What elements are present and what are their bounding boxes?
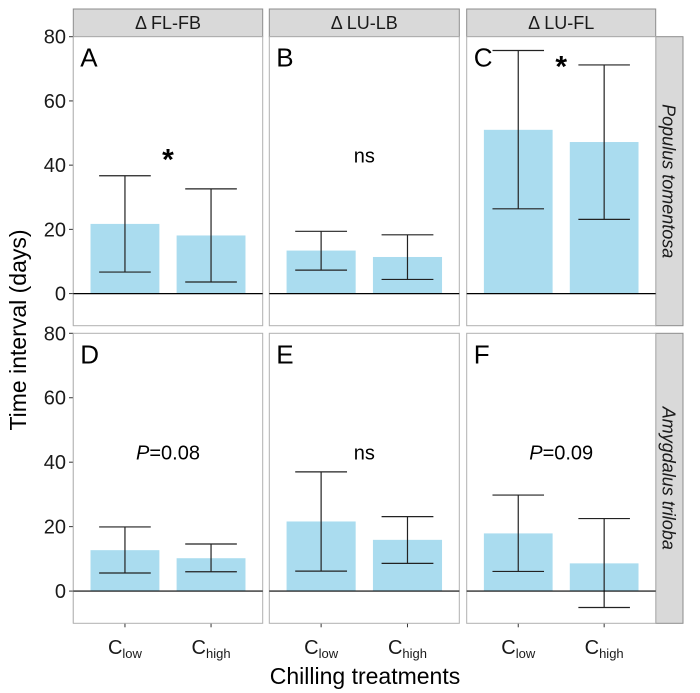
y-tick-label: 40 <box>44 155 66 177</box>
x-tick-label-base: C <box>501 637 515 659</box>
x-tick-label: Clow <box>108 637 143 661</box>
x-tick-label: Chigh <box>192 637 231 661</box>
significance-annotation: * <box>555 50 567 83</box>
x-axis-title: Chilling treatments <box>270 663 460 689</box>
x-tick-label-base: C <box>388 637 402 659</box>
x-tick-label-base: C <box>108 637 122 659</box>
annotation-text: =0.09 <box>543 443 594 465</box>
significance-annotation: * <box>162 144 174 177</box>
column-strip <box>268 8 460 38</box>
column-strip-label: Δ LU-LB <box>331 13 398 33</box>
panel-e: Ens <box>268 332 460 624</box>
x-tick-label-subscript: high <box>599 646 624 661</box>
x-tick-label: Chigh <box>388 637 427 661</box>
x-tick-label-base: C <box>304 637 318 659</box>
row-strip <box>655 332 684 624</box>
column-strip-label: Δ LU-FL <box>528 13 594 33</box>
annotation-text: * <box>555 50 567 83</box>
column-strip <box>72 8 264 38</box>
y-tick-label: 60 <box>44 91 66 113</box>
x-tick-label-base: C <box>192 637 206 659</box>
x-tick-label-subscript: low <box>319 646 339 661</box>
significance-annotation: P=0.08 <box>136 443 200 465</box>
annotation-text: ns <box>354 146 375 168</box>
x-tick-label: Chigh <box>585 637 624 661</box>
y-axis-title: Time interval (days) <box>5 229 31 430</box>
row-strip-label: Populus tomentosa <box>659 104 679 258</box>
column-strip <box>466 8 657 38</box>
annotation-text: =0.08 <box>149 443 200 465</box>
x-tick-label-subscript: high <box>402 646 427 661</box>
y-tick-label: 80 <box>44 323 66 345</box>
y-tick-label: 20 <box>44 517 66 539</box>
panel-letter: F <box>474 339 490 369</box>
annotation-italic: P <box>529 443 543 465</box>
y-tick-label: 20 <box>44 219 66 241</box>
annotation-italic: P <box>136 443 150 465</box>
panel-a: A* <box>72 36 264 327</box>
panel-letter: E <box>276 339 293 369</box>
panel-letter: B <box>276 43 293 73</box>
column-strip-label: Δ FL-FB <box>135 13 201 33</box>
x-tick-label: Clow <box>501 637 536 661</box>
x-tick-label-subscript: low <box>122 646 142 661</box>
y-tick-label: 40 <box>44 452 66 474</box>
panel-letter: A <box>80 43 98 73</box>
panel-letter: D <box>80 339 99 369</box>
x-tick-label-base: C <box>585 637 599 659</box>
x-tick-label-subscript: low <box>516 646 536 661</box>
panel-c: C * <box>466 36 657 327</box>
row-strip-label: Amygdalus triloba <box>659 406 679 550</box>
x-tick-label: Clow <box>304 637 339 661</box>
panel-letter: C <box>474 43 493 73</box>
significance-annotation: ns <box>354 443 375 465</box>
significance-annotation: P=0.09 <box>529 443 593 465</box>
panels: Δ FL-FB Δ LU-LB Δ LU-FL Populus tomentosa Am… <box>44 8 684 661</box>
y-tick-label: 0 <box>55 284 66 306</box>
x-tick-label-subscript: high <box>206 646 231 661</box>
annotation-text: * <box>162 144 174 177</box>
y-tick-label: 0 <box>55 581 66 603</box>
row-strip <box>655 36 684 327</box>
panel-f: F P=0.09 <box>466 332 657 624</box>
panel-b: Bns <box>268 36 460 327</box>
panel-d: D P=0.08 <box>72 332 264 624</box>
y-tick-label: 60 <box>44 388 66 410</box>
y-tick-label: 80 <box>44 27 66 49</box>
significance-annotation: ns <box>354 146 375 168</box>
annotation-text: ns <box>354 443 375 465</box>
